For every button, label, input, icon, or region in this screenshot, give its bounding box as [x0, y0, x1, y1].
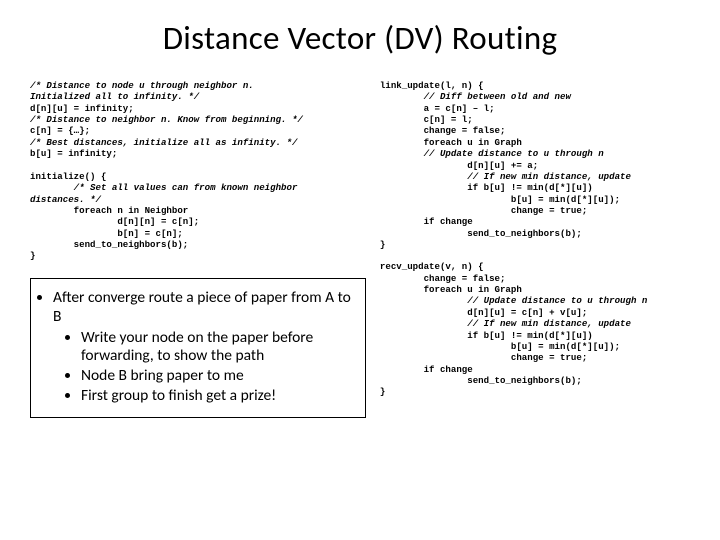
activity-sublist: Write your node on the paper before forw… — [81, 329, 353, 407]
code-line: d[n][n] = c[n]; — [30, 216, 366, 227]
code-line: change = true; — [380, 205, 690, 216]
code-line: // If new min distance, update — [380, 318, 690, 329]
code-line: change = true; — [380, 352, 690, 363]
code-line: foreach u in Graph — [380, 137, 690, 148]
code-line: b[n] = c[n]; — [30, 228, 366, 239]
activity-box: After converge route a piece of paper fr… — [30, 278, 366, 418]
code-line: // Update distance to u through n — [380, 295, 690, 306]
activity-subitem: First group to finish get a prize! — [81, 387, 353, 406]
code-line: send_to_neighbors(b); — [30, 239, 366, 250]
code-line: distances. */ — [30, 194, 366, 205]
code-line — [30, 160, 366, 171]
code-line: // Diff between old and new — [380, 91, 690, 102]
code-line: /* Distance to neighbor n. Know from beg… — [30, 114, 366, 125]
code-line: link_update(l, n) { — [380, 80, 690, 91]
code-line: foreach n in Neighbor — [30, 205, 366, 216]
content-columns: /* Distance to node u through neighbor n… — [30, 80, 690, 418]
code-line: c[n] = {…}; — [30, 125, 366, 136]
code-line: foreach u in Graph — [380, 284, 690, 295]
code-line: recv_update(v, n) { — [380, 261, 690, 272]
code-line: d[n][u] = c[n] + v[u]; — [380, 307, 690, 318]
code-line: d[n][u] = infinity; — [30, 103, 366, 114]
slide: Distance Vector (DV) Routing /* Distance… — [0, 0, 720, 540]
code-line: d[n][u] += a; — [380, 160, 690, 171]
code-line: } — [380, 386, 690, 397]
code-line: /* Best distances, initialize all as inf… — [30, 137, 366, 148]
code-block-recv-update: recv_update(v, n) { change = false; fore… — [380, 261, 690, 397]
activity-subitem: Write your node on the paper before forw… — [81, 329, 353, 367]
code-line: initialize() { — [30, 171, 366, 182]
code-line: b[u] = min(d[*][u]); — [380, 194, 690, 205]
activity-main: After converge route a piece of paper fr… — [53, 289, 353, 327]
code-line: } — [380, 239, 690, 250]
page-title: Distance Vector (DV) Routing — [30, 18, 690, 58]
code-line: send_to_neighbors(b); — [380, 228, 690, 239]
code-line: send_to_neighbors(b); — [380, 375, 690, 386]
code-block-left: /* Distance to node u through neighbor n… — [30, 80, 366, 262]
code-line: b[u] = infinity; — [30, 148, 366, 159]
code-line: /* Set all values can from known neighbo… — [30, 182, 366, 193]
code-line: Initialized all to infinity. */ — [30, 91, 366, 102]
code-line: change = false; — [380, 273, 690, 284]
code-line: // If new min distance, update — [380, 171, 690, 182]
code-line: // Update distance to u through n — [380, 148, 690, 159]
activity-subitem: Node B bring paper to me — [81, 367, 353, 386]
left-column: /* Distance to node u through neighbor n… — [30, 80, 366, 418]
code-line: /* Distance to node u through neighbor n… — [30, 80, 366, 91]
code-line: b[u] = min(d[*][u]); — [380, 341, 690, 352]
code-line: if b[u] != min(d[*][u]) — [380, 330, 690, 341]
code-line: if change — [380, 364, 690, 375]
code-line: if change — [380, 216, 690, 227]
code-block-link-update: link_update(l, n) { // Diff between old … — [380, 80, 690, 250]
code-line: if b[u] != min(d[*][u]) — [380, 182, 690, 193]
code-line: change = false; — [380, 125, 690, 136]
code-line: a = c[n] – l; — [380, 103, 690, 114]
code-line: c[n] = l; — [380, 114, 690, 125]
right-column: link_update(l, n) { // Diff between old … — [380, 80, 690, 418]
code-line: } — [30, 250, 366, 261]
